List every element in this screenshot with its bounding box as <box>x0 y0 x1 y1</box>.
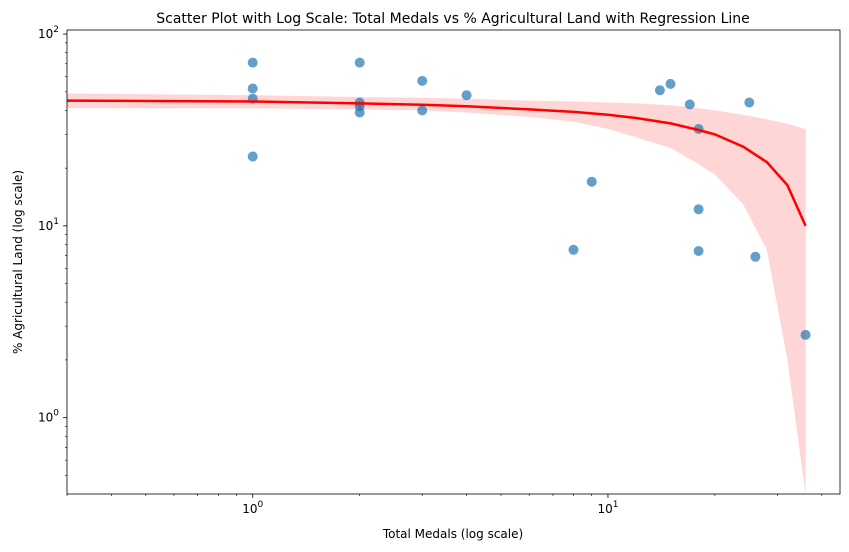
data-point <box>684 99 695 110</box>
data-point <box>461 90 472 101</box>
x-axis-title: Total Medals (log scale) <box>382 527 523 541</box>
x-tick-label: 100 <box>242 500 263 516</box>
data-point <box>247 83 258 94</box>
y-tick-label: 100 <box>38 409 59 425</box>
data-point <box>247 57 258 68</box>
confidence-band-layer <box>67 93 806 494</box>
data-point <box>654 85 665 96</box>
data-point <box>568 244 579 255</box>
data-point <box>586 176 597 187</box>
data-point <box>417 105 428 116</box>
regression-layer <box>66 99 807 227</box>
y-tick-label: 102 <box>38 25 59 41</box>
y-axis-title: % Agricultural Land (log scale) <box>11 170 25 354</box>
data-point <box>750 251 761 262</box>
data-point <box>693 204 704 215</box>
regression-line <box>66 99 807 227</box>
chart-title: Scatter Plot with Log Scale: Total Medal… <box>156 11 750 27</box>
data-point <box>665 78 676 89</box>
data-point <box>693 246 704 256</box>
data-point <box>417 75 428 86</box>
confidence-band <box>67 93 806 494</box>
data-point <box>247 151 258 162</box>
data-point <box>354 57 365 68</box>
axes-layer: 100 101 100 101 102 <box>38 25 841 516</box>
y-tick-label: 101 <box>38 217 59 233</box>
data-point <box>354 107 365 118</box>
x-tick-label: 101 <box>597 500 618 516</box>
data-point <box>744 97 755 108</box>
data-point <box>800 329 811 340</box>
plot-frame <box>66 29 841 495</box>
